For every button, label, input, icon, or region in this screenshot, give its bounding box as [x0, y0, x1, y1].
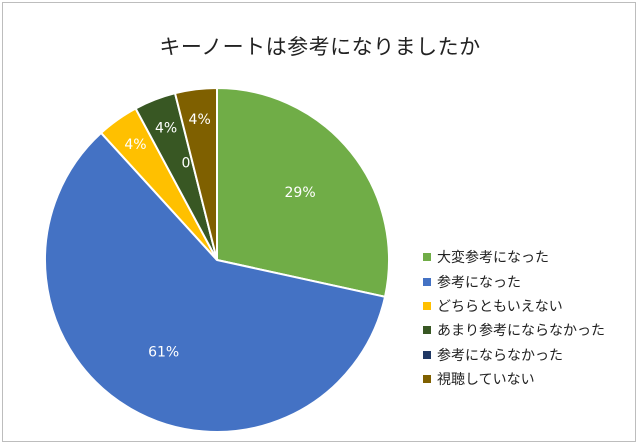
legend-swatch	[423, 253, 431, 262]
data-label: 4%	[189, 112, 211, 128]
pie-chart: 29%61%4%4%0%4%	[44, 86, 390, 433]
legend-label: 参考にならなかった	[437, 347, 563, 364]
data-label: 4%	[124, 137, 146, 153]
pie-slice	[44, 131, 387, 433]
legend-swatch	[423, 277, 431, 286]
legend-swatch	[423, 301, 431, 310]
legend-item: どちらともいえない	[423, 294, 605, 318]
chart-frame: キーノートは参考になりましたか 29%61%4%4%0%4% 大変参考になった参…	[2, 2, 636, 442]
legend-label: 大変参考になった	[437, 250, 549, 267]
legend-item: 参考にならなかった	[423, 343, 605, 367]
legend-item: 大変参考になった	[423, 245, 605, 269]
legend-item: 視聴していない	[423, 367, 605, 391]
chart-legend: 大変参考になった 参考になったどちらともいえないあまり参考にならなかった 参考になら…	[423, 245, 605, 391]
legend-swatch	[423, 350, 431, 359]
legend-swatch	[423, 326, 431, 335]
chart-title: キーノートは参考になりましたか	[159, 35, 481, 59]
legend-label: 参考になった	[437, 274, 521, 291]
pie-slice	[173, 86, 218, 261]
pie-slice	[216, 86, 390, 298]
legend-label: あまり参考にならなかった	[437, 323, 605, 340]
legend-swatch	[423, 375, 431, 384]
data-label: 61%	[148, 344, 179, 360]
legend-label: 視聴していない	[437, 372, 535, 389]
data-label: 4%	[155, 120, 177, 136]
data-label: 29%	[285, 185, 316, 201]
legend-item: 参考になった	[423, 269, 605, 293]
legend-label: どちらともいえない	[437, 298, 563, 315]
legend-item: あまり参考にならなかった	[423, 318, 605, 342]
